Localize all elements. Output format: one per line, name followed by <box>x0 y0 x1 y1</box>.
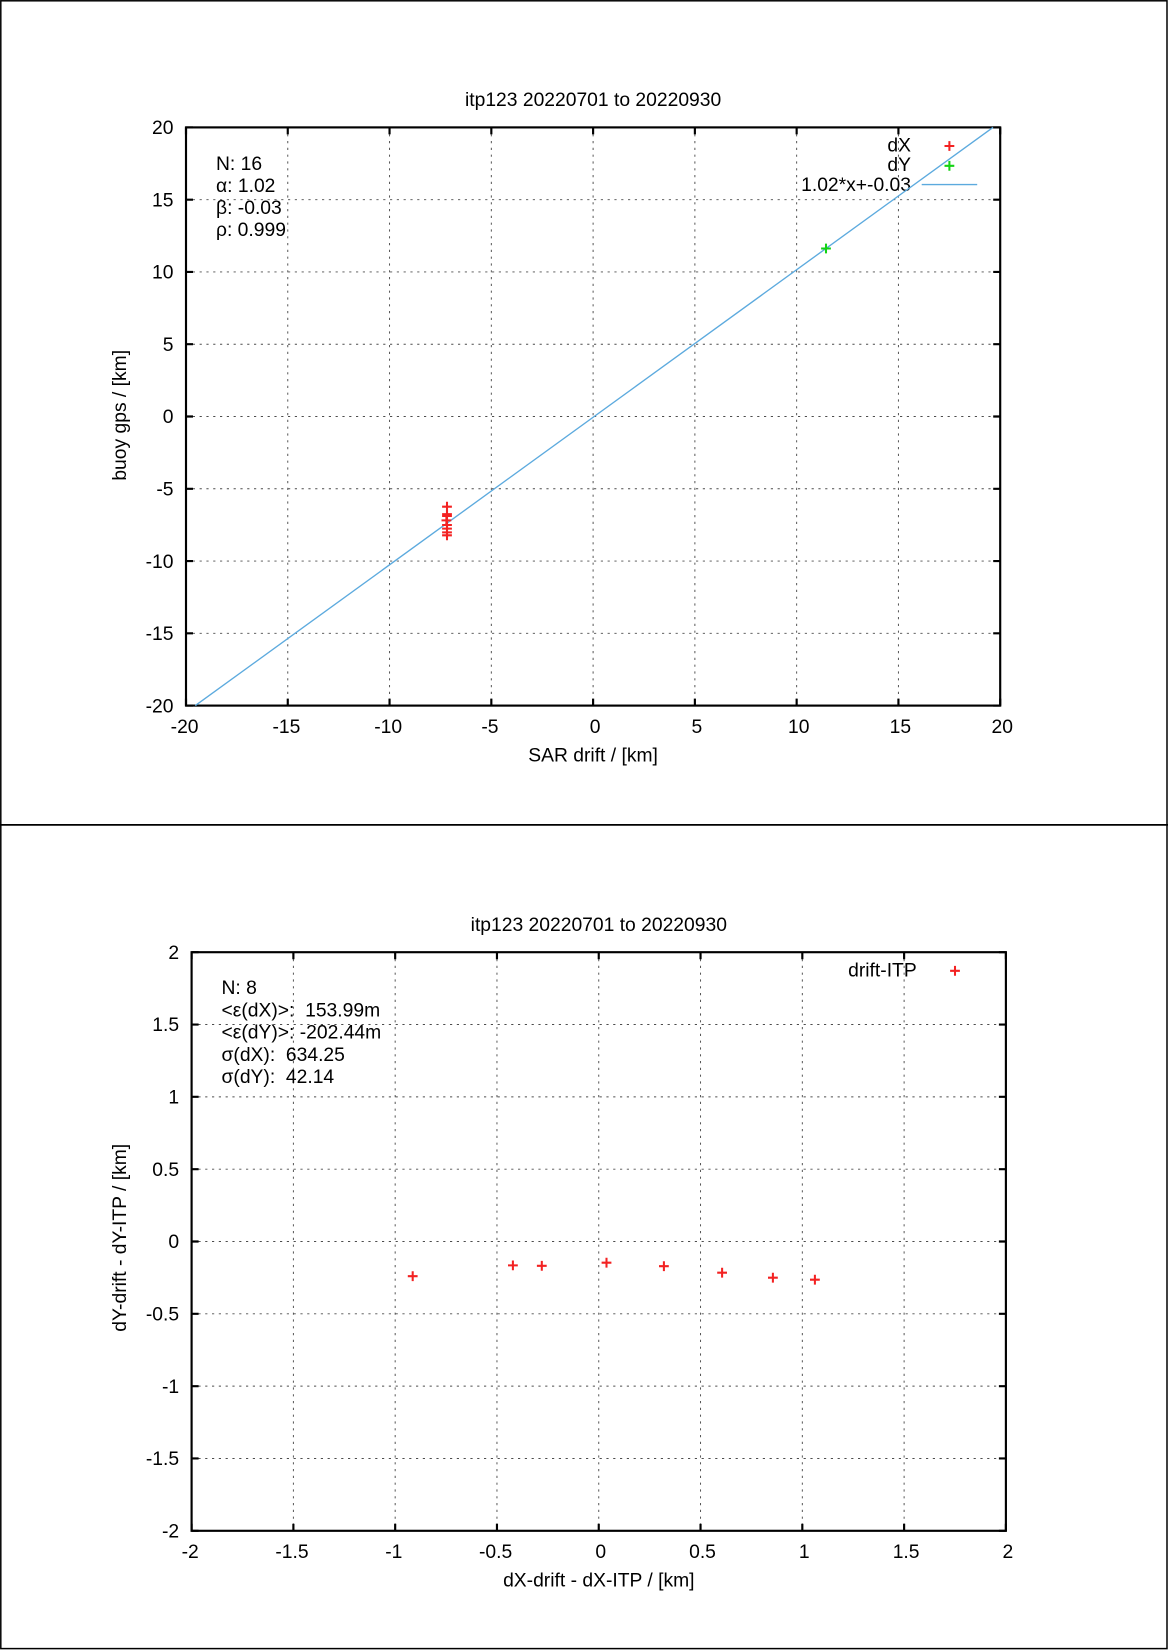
svg-text:-5: -5 <box>156 480 173 501</box>
svg-text:<ε(dX)>: 153.99m: <ε(dX)>: 153.99m <box>222 1000 381 1021</box>
svg-text:drift-ITP: drift-ITP <box>848 961 917 982</box>
svg-text:15: 15 <box>890 717 911 738</box>
svg-text:SAR drift / [km]: SAR drift / [km] <box>528 746 658 767</box>
svg-text:5: 5 <box>163 335 174 356</box>
svg-text:-2: -2 <box>162 1522 179 1543</box>
svg-text:-20: -20 <box>171 717 199 738</box>
svg-text:-5: -5 <box>481 717 498 738</box>
svg-text:-10: -10 <box>374 717 402 738</box>
svg-text:-2: -2 <box>182 1542 199 1563</box>
svg-text:20: 20 <box>152 118 173 139</box>
svg-text:1: 1 <box>168 1088 179 1109</box>
svg-text:dX: dX <box>887 136 911 157</box>
svg-text:-1.5: -1.5 <box>275 1542 308 1563</box>
svg-text:dX-drift - dX-ITP / [km]: dX-drift - dX-ITP / [km] <box>503 1571 694 1592</box>
svg-text:β: -0.03: β: -0.03 <box>216 198 282 219</box>
svg-text:-1: -1 <box>162 1377 179 1398</box>
svg-text:-1: -1 <box>385 1542 402 1563</box>
svg-text:buoy gps / [km]: buoy gps / [km] <box>110 350 131 481</box>
svg-text:2: 2 <box>1003 1542 1014 1563</box>
svg-text:itp123 20220701 to 20220930: itp123 20220701 to 20220930 <box>471 915 727 936</box>
svg-text:1.5: 1.5 <box>893 1542 920 1563</box>
svg-text:σ(dY): 42.14: σ(dY): 42.14 <box>222 1067 335 1088</box>
svg-text:ρ: 0.999: ρ: 0.999 <box>216 220 286 241</box>
svg-text:-0.5: -0.5 <box>479 1542 512 1563</box>
svg-text:σ(dX): 634.25: σ(dX): 634.25 <box>222 1045 345 1066</box>
svg-text:0: 0 <box>163 407 174 428</box>
svg-text:N: 8: N: 8 <box>222 978 257 999</box>
svg-text:-0.5: -0.5 <box>146 1305 179 1326</box>
svg-text:1.02*x+-0.03: 1.02*x+-0.03 <box>801 175 911 196</box>
svg-text:0.5: 0.5 <box>689 1542 716 1563</box>
svg-text:10: 10 <box>788 717 809 738</box>
svg-text:-1.5: -1.5 <box>146 1449 179 1470</box>
svg-text:dY-drift - dY-ITP / [km]: dY-drift - dY-ITP / [km] <box>110 1144 131 1332</box>
svg-text:0.5: 0.5 <box>152 1160 179 1181</box>
svg-text:0: 0 <box>168 1232 179 1253</box>
svg-text:α: 1.02: α: 1.02 <box>216 176 275 197</box>
svg-text:15: 15 <box>152 190 173 211</box>
svg-text:itp123 20220701 to 20220930: itp123 20220701 to 20220930 <box>465 90 721 111</box>
svg-text:1: 1 <box>799 1542 810 1563</box>
svg-text:N: 16: N: 16 <box>216 154 262 175</box>
svg-text:0: 0 <box>590 717 601 738</box>
svg-text:1.5: 1.5 <box>152 1015 179 1036</box>
svg-text:-10: -10 <box>146 552 174 573</box>
svg-text:dY: dY <box>887 155 911 176</box>
svg-text:-20: -20 <box>146 696 174 717</box>
svg-text:-15: -15 <box>272 717 300 738</box>
svg-text:<ε(dY)>: -202.44m: <ε(dY)>: -202.44m <box>222 1023 382 1044</box>
svg-text:20: 20 <box>991 717 1012 738</box>
svg-text:0: 0 <box>595 1542 606 1563</box>
svg-text:-15: -15 <box>146 624 174 645</box>
svg-text:2: 2 <box>168 943 179 964</box>
svg-text:10: 10 <box>152 263 173 284</box>
svg-text:5: 5 <box>692 717 703 738</box>
